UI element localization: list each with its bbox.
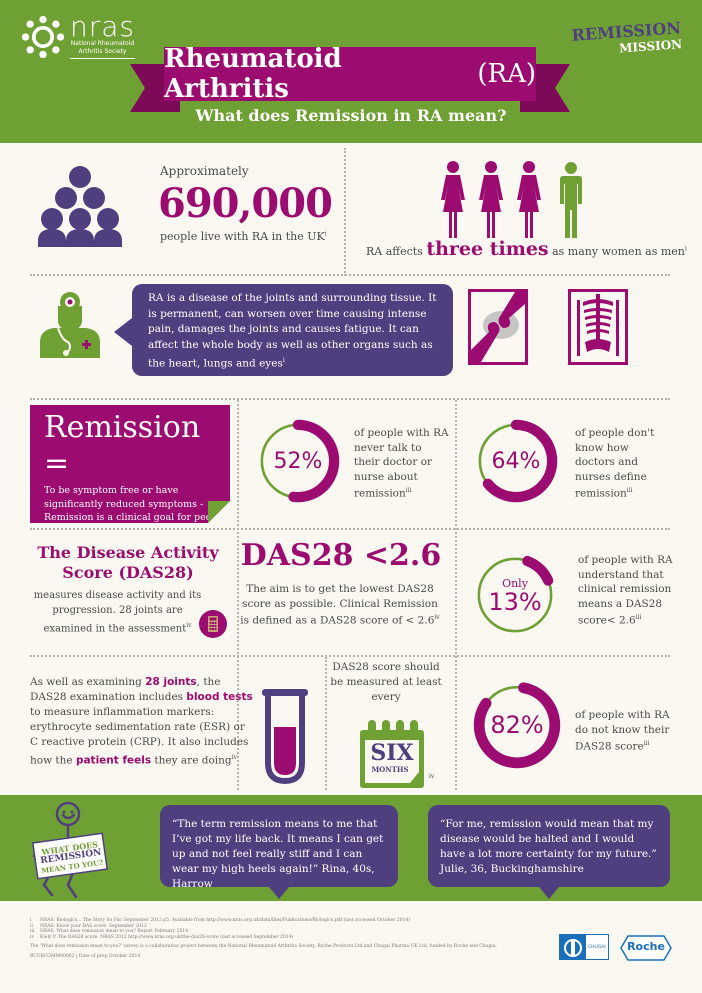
women-men-ratio-icon xyxy=(441,161,582,238)
survey-note: The 'What does remission mean to you?' s… xyxy=(30,944,497,949)
reference-item: i NRAS. Biologics... The Story So Far. Se… xyxy=(30,918,411,923)
das28-description: measures disease activity and its progre… xyxy=(33,590,202,635)
stat-text-52: of people with RA never talk to their do… xyxy=(354,427,449,500)
gender-ratio-text: RA affects three times as many women as … xyxy=(366,238,687,260)
frequency-text: DAS28 score should be measured at least … xyxy=(330,661,442,703)
stat-text-82: of people with RA do not know their DAS2… xyxy=(575,709,670,753)
remission-definition-card: Remission = To be symptom free or have s… xyxy=(30,405,230,523)
page-title: Rheumatoid Arthritis (RA) xyxy=(164,44,536,104)
page-subtitle: What does Remission in RA mean? xyxy=(195,106,507,125)
stick-figure-sign-icon: WHAT DOES REMISSION MEAN TO YOU? xyxy=(30,800,110,900)
approx-label: Approximately xyxy=(160,164,249,178)
disease-info-bubble: RA is a disease of the joints and surrou… xyxy=(114,284,453,376)
prevalence-caption: people live with RA in the UKi xyxy=(160,230,327,243)
stat-ring-82: 82% xyxy=(472,680,562,770)
people-group-icon xyxy=(38,166,122,247)
reference-item: iii NRAS. What does remission mean to you… xyxy=(30,929,189,934)
page-fold-corner xyxy=(208,501,230,523)
roche-logo: Roche xyxy=(620,935,672,961)
das28-aim-text: The aim is to get the lowest DAS28 score… xyxy=(240,583,440,627)
divider xyxy=(344,148,346,276)
divider xyxy=(325,657,327,790)
job-code: RCUKCOMM00002 | Date of prep October 201… xyxy=(30,953,141,959)
nras-logo-text: nras National Rheumatoid Arthritis Socie… xyxy=(70,13,136,59)
test-tube-icon xyxy=(262,689,308,785)
doctor-icon xyxy=(40,292,100,358)
logo-subtitle: National Rheumatoid Arthritis Society xyxy=(70,40,136,59)
das28-threshold: DAS28 <2.6 xyxy=(240,538,442,573)
remission-description: To be symptom free or have significantly… xyxy=(44,485,227,540)
joint-xray-icon xyxy=(468,289,528,365)
divider xyxy=(30,398,670,400)
blood-tests-text: As well as examining 28 joints, the DAS2… xyxy=(30,676,253,767)
calculator-icon xyxy=(199,610,227,638)
reference-item: iv Kiely P. The DAS28 score. NRAS 2012 ht… xyxy=(30,934,294,940)
chugai-symbol-icon xyxy=(560,935,586,959)
divider xyxy=(30,655,670,657)
chugai-logo: CHUGAI xyxy=(559,934,609,960)
header-banner: nras National Rheumatoid Arthritis Socie… xyxy=(0,0,702,143)
stat-ring-13: Only 13% xyxy=(472,552,558,638)
stat-ring-52: 52% xyxy=(255,418,341,504)
references: i NRAS. Biologics... The Story So Far. Se… xyxy=(30,918,510,959)
quote-bubble-julie: “For me, remission would mean that my di… xyxy=(428,805,670,899)
skeleton-xray-icon xyxy=(568,289,628,365)
stat-text-13: of people with RA understand that clinic… xyxy=(578,554,673,627)
calendar-icon: SIX MONTHS xyxy=(360,720,424,788)
divider xyxy=(30,528,670,530)
das28-title: The Disease Activity Score (DAS28) xyxy=(37,543,219,582)
divider xyxy=(237,400,239,790)
reference-item: ii NRAS. Know your DAS score. September 2… xyxy=(30,923,147,929)
quote-bubble-rina: “The term remission means to me that I’v… xyxy=(160,805,398,899)
remission-mission-stamp: REMISSION MISSION xyxy=(570,18,683,56)
nras-logo-icon xyxy=(21,15,65,59)
prevalence-number: 690,000 xyxy=(158,180,333,227)
divider xyxy=(455,400,457,790)
stat-text-64: of people don't know how doctors and nur… xyxy=(575,427,655,500)
divider xyxy=(30,274,670,276)
stat-ring-64: 64% xyxy=(473,418,559,504)
